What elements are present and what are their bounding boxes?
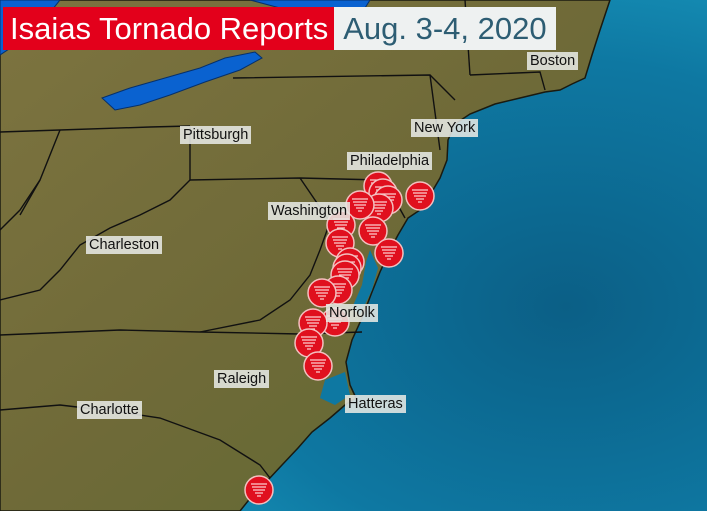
map-title: Isaias Tornado Reports <box>3 7 335 50</box>
tornado-report-icon <box>303 351 333 381</box>
tornado-report-icon <box>345 190 375 220</box>
city-label-philadelphia: Philadelphia <box>347 152 433 170</box>
city-label-charlotte: Charlotte <box>77 401 142 419</box>
city-label-norfolk: Norfolk <box>326 304 378 322</box>
pamlico-sound <box>320 372 350 405</box>
tornado-report-icon <box>358 216 388 246</box>
city-label-pittsburgh: Pittsburgh <box>180 126 252 144</box>
city-label-washington: Washington <box>268 202 351 220</box>
tornado-report-icon <box>374 238 404 268</box>
date-range: Aug. 3-4, 2020 <box>334 7 556 50</box>
city-label-new-york: New York <box>411 119 479 137</box>
tornado-report-icon <box>405 181 435 211</box>
city-label-raleigh: Raleigh <box>214 370 270 388</box>
title-banner: Isaias Tornado Reports Aug. 3-4, 2020 <box>3 7 556 50</box>
city-label-boston: Boston <box>527 52 579 70</box>
city-label-hatteras: Hatteras <box>345 395 406 413</box>
tornado-report-icon <box>307 278 337 308</box>
lake-erie <box>101 51 263 111</box>
tornado-markers <box>244 171 435 505</box>
tornado-report-icon <box>244 475 274 505</box>
chesapeake-bay <box>352 250 378 315</box>
city-label-charleston: Charleston <box>86 236 163 254</box>
land <box>0 0 611 511</box>
